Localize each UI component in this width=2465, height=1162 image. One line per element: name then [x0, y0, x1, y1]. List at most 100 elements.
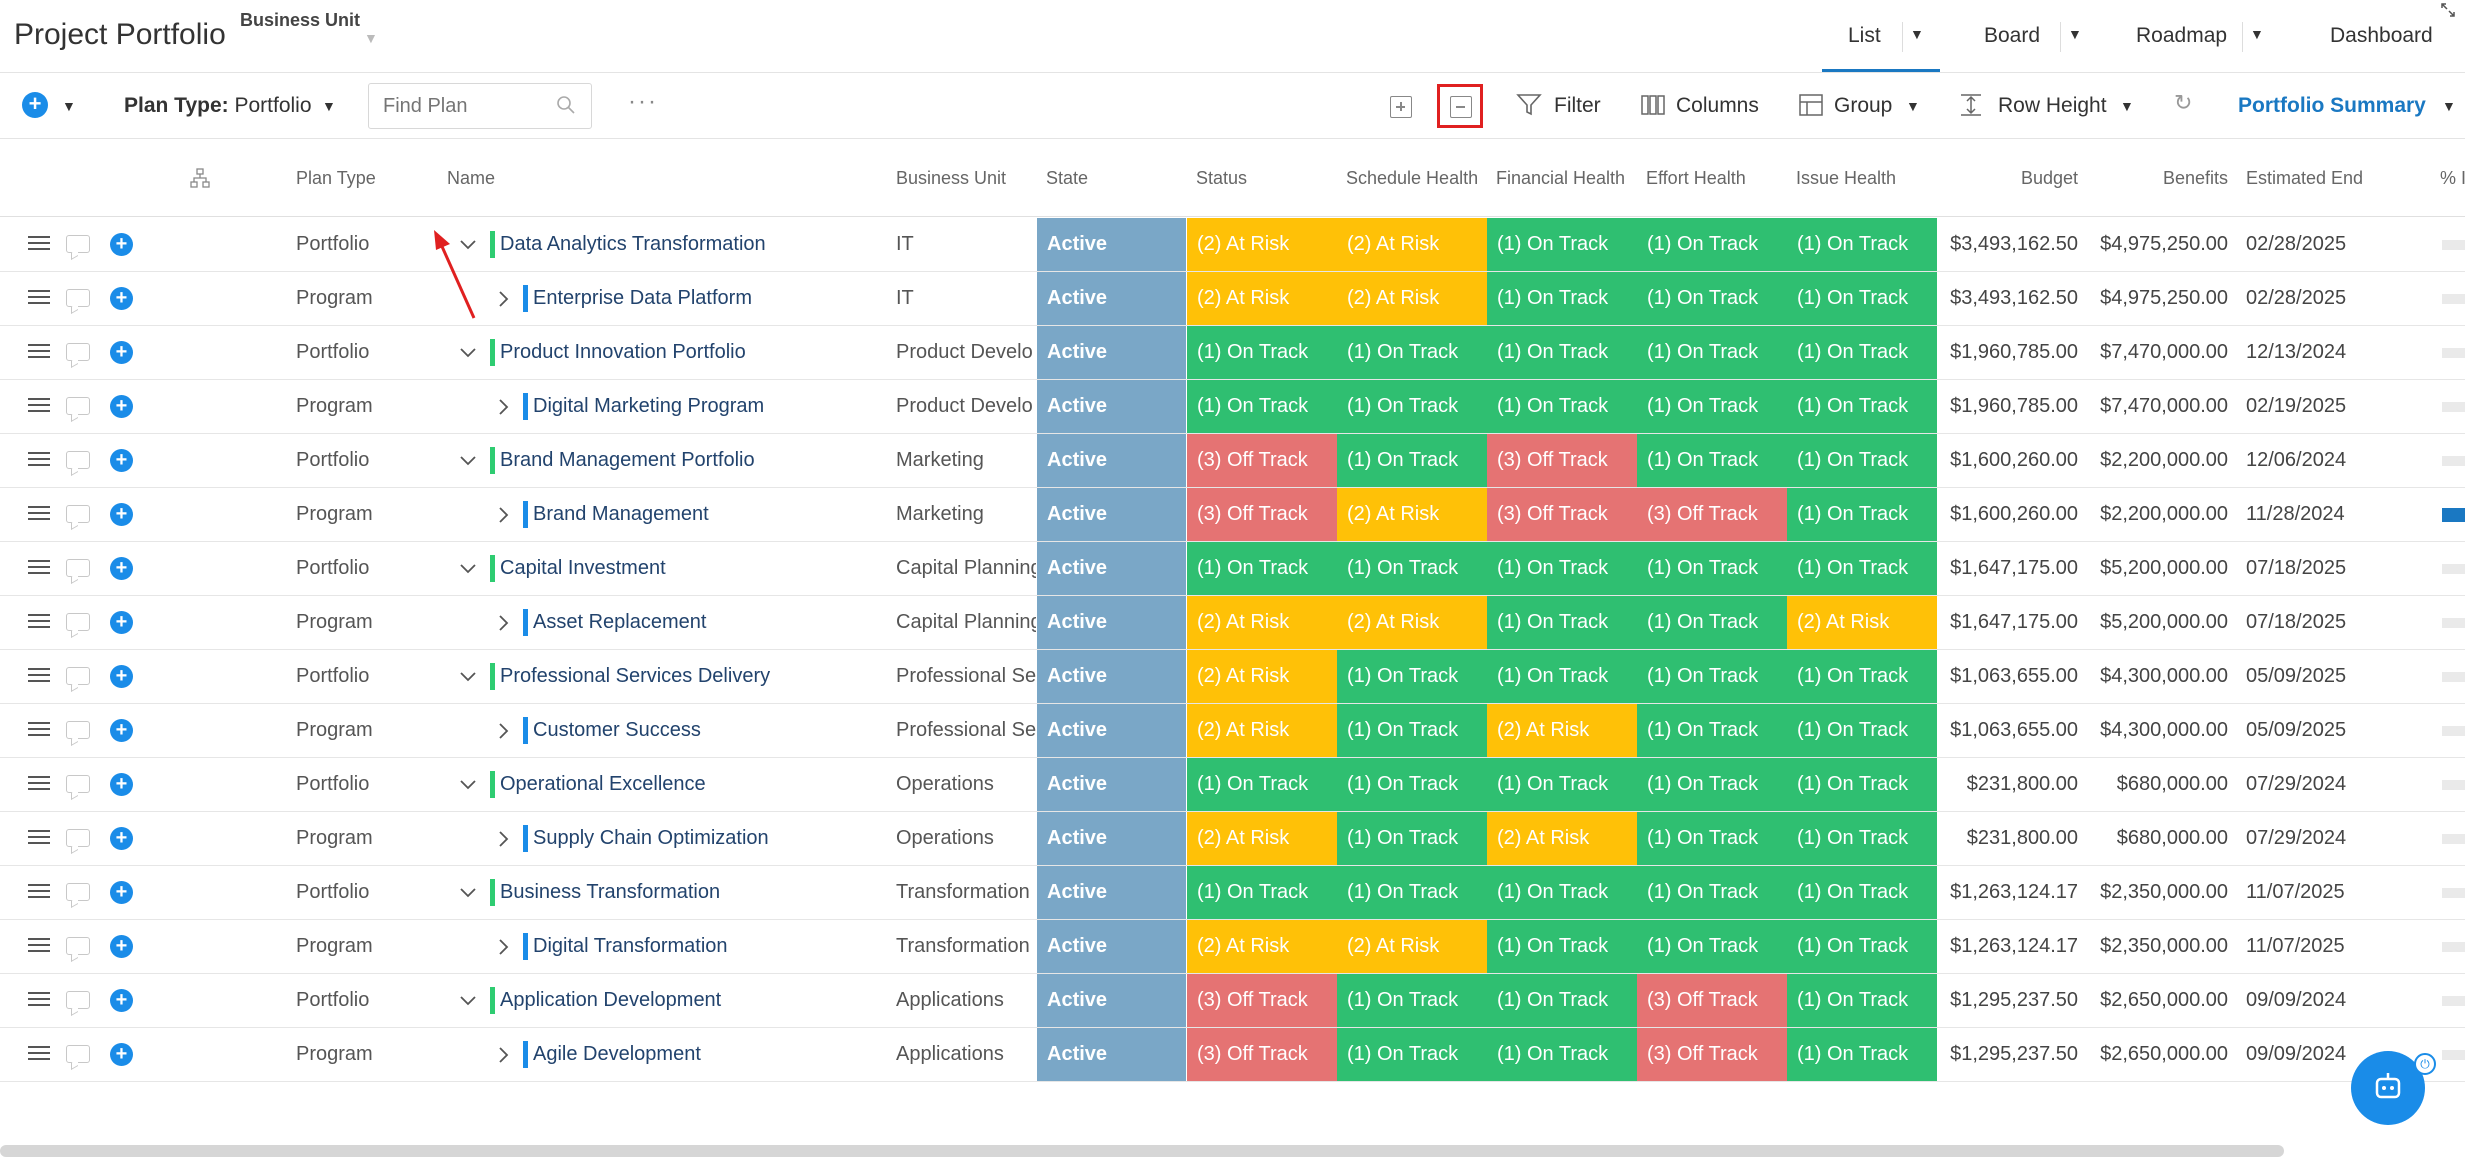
chevron-down-icon[interactable]: ▼ — [322, 98, 336, 114]
add-child-button[interactable]: + — [110, 773, 133, 796]
more-options-button[interactable]: ··· — [628, 88, 658, 115]
chevron-down-icon[interactable]: ▼ — [2120, 98, 2134, 114]
add-child-button[interactable]: + — [110, 449, 133, 472]
row-height-icon[interactable] — [1958, 92, 1984, 123]
table-row[interactable]: + Program Asset Replacement Capital Plannin… — [0, 596, 2465, 650]
plan-name-link[interactable]: Capital Investment — [500, 557, 666, 579]
add-child-button[interactable]: + — [110, 719, 133, 742]
drag-handle-icon[interactable] — [28, 884, 50, 902]
chevron-right-icon[interactable] — [494, 721, 514, 746]
chevron-right-icon[interactable] — [494, 829, 514, 854]
table-row[interactable]: + Program Brand Management Marketing Active(… — [0, 488, 2465, 542]
table-row[interactable]: + Portfolio Application Development Applica… — [0, 974, 2465, 1028]
drag-handle-icon[interactable] — [28, 830, 50, 848]
add-child-button[interactable]: + — [110, 341, 133, 364]
group-button[interactable]: Group — [1834, 94, 1893, 117]
table-row[interactable]: + Portfolio Professional Services Delivery… — [0, 650, 2465, 704]
chevron-right-icon[interactable] — [494, 1045, 514, 1070]
table-row[interactable]: + Portfolio Brand Management Portfolio Mark… — [0, 434, 2465, 488]
add-child-button[interactable]: + — [110, 287, 133, 310]
drag-handle-icon[interactable] — [28, 1046, 50, 1064]
plan-name-link[interactable]: Enterprise Data Platform — [533, 287, 752, 309]
drag-handle-icon[interactable] — [28, 290, 50, 308]
chevron-down-icon[interactable] — [458, 991, 478, 1016]
comment-icon[interactable] — [66, 829, 90, 847]
column-header-state[interactable]: State — [1046, 168, 1089, 188]
column-header-schedule-health[interactable]: Schedule Health — [1346, 168, 1479, 188]
table-row[interactable]: + Program Digital Transformation Transforma… — [0, 920, 2465, 974]
chevron-down-icon[interactable] — [458, 235, 478, 260]
chevron-down-icon[interactable]: ▼ — [1910, 26, 1924, 42]
table-row[interactable]: + Program Digital Marketing Program Product… — [0, 380, 2465, 434]
horizontal-scrollbar[interactable] — [0, 1145, 2284, 1157]
add-child-button[interactable]: + — [110, 611, 133, 634]
drag-handle-icon[interactable] — [28, 506, 50, 524]
column-header-effort-health[interactable]: Effort Health — [1646, 168, 1746, 188]
comment-icon[interactable] — [66, 289, 90, 307]
add-child-button[interactable]: + — [110, 503, 133, 526]
column-header-benefits[interactable]: Benefits — [2162, 168, 2228, 188]
filter-icon[interactable] — [1516, 92, 1542, 123]
expand-window-icon[interactable] — [2440, 2, 2456, 23]
find-plan-input[interactable] — [368, 83, 592, 129]
group-icon[interactable] — [1798, 92, 1824, 123]
chevron-right-icon[interactable] — [494, 505, 514, 530]
plan-name-link[interactable]: Customer Success — [533, 719, 701, 741]
chevron-right-icon[interactable] — [494, 397, 514, 422]
plan-name-link[interactable]: Operational Excellence — [500, 773, 706, 795]
add-child-button[interactable]: + — [110, 557, 133, 580]
add-child-button[interactable]: + — [110, 881, 133, 904]
chevron-down-icon[interactable] — [458, 343, 478, 368]
row-height-button[interactable]: Row Height — [1998, 94, 2107, 117]
chevron-down-icon[interactable]: ▼ — [62, 98, 76, 114]
column-header-business-unit[interactable]: Business Unit — [896, 168, 1007, 188]
column-header-estimated-end[interactable]: Estimated End — [2246, 168, 2364, 188]
tab-list[interactable]: List — [1848, 24, 1881, 47]
drag-handle-icon[interactable] — [28, 938, 50, 956]
chevron-down-icon[interactable] — [458, 775, 478, 800]
comment-icon[interactable] — [66, 613, 90, 631]
business-unit-selector[interactable]: Business Unit — [240, 10, 361, 30]
plan-name-link[interactable]: Business Transformation — [500, 881, 721, 903]
comment-icon[interactable] — [66, 451, 90, 469]
add-child-button[interactable]: + — [110, 935, 133, 958]
column-header-plan-type[interactable]: Plan Type — [296, 168, 376, 188]
column-header-status[interactable]: Status — [1196, 168, 1248, 188]
comment-icon[interactable] — [66, 505, 90, 523]
collapse-all-icon[interactable] — [1450, 96, 1472, 118]
table-row[interactable]: + Portfolio Operational Excellence Operatio… — [0, 758, 2465, 812]
column-header-financial-health[interactable]: Financial Health — [1496, 168, 1626, 188]
comment-icon[interactable] — [66, 937, 90, 955]
power-icon[interactable]: ⏻ — [2414, 1053, 2436, 1075]
drag-handle-icon[interactable] — [28, 776, 50, 794]
add-child-button[interactable]: + — [110, 395, 133, 418]
comment-icon[interactable] — [66, 775, 90, 793]
table-row[interactable]: + Portfolio Data Analytics Transformation I… — [0, 218, 2465, 272]
column-header-budget[interactable]: Budget — [2020, 168, 2078, 188]
drag-handle-icon[interactable] — [28, 992, 50, 1010]
search-icon[interactable] — [556, 95, 576, 120]
table-row[interactable]: + Program Enterprise Data Platform IT Active… — [0, 272, 2465, 326]
chevron-down-icon[interactable] — [458, 451, 478, 476]
chevron-down-icon[interactable]: ▼ — [2068, 26, 2082, 42]
drag-handle-icon[interactable] — [28, 668, 50, 686]
refresh-icon[interactable]: ↻ — [2174, 90, 2193, 115]
expand-all-icon[interactable] — [1390, 96, 1412, 118]
table-row[interactable]: + Portfolio Business Transformation Transfo… — [0, 866, 2465, 920]
table-row[interactable]: + Program Supply Chain Optimization Operati… — [0, 812, 2465, 866]
table-row[interactable]: + Portfolio Product Innovation Portfolio Pr… — [0, 326, 2465, 380]
table-row[interactable]: + Program Agile Development Applications Act… — [0, 1028, 2465, 1082]
drag-handle-icon[interactable] — [28, 614, 50, 632]
plan-name-link[interactable]: Digital Transformation — [533, 935, 728, 957]
chevron-down-icon[interactable]: ▼ — [2250, 26, 2264, 42]
chevron-down-icon[interactable]: ▼ — [1906, 98, 1920, 114]
column-header-issue-health[interactable]: Issue Health — [1796, 168, 1897, 188]
drag-handle-icon[interactable] — [28, 452, 50, 470]
drag-handle-icon[interactable] — [28, 236, 50, 254]
plan-name-link[interactable]: Supply Chain Optimization — [533, 827, 769, 849]
drag-handle-icon[interactable] — [28, 344, 50, 362]
portfolio-summary-selector[interactable]: Portfolio Summary — [2238, 94, 2426, 117]
comment-icon[interactable] — [66, 883, 90, 901]
comment-icon[interactable] — [66, 721, 90, 739]
drag-handle-icon[interactable] — [28, 398, 50, 416]
